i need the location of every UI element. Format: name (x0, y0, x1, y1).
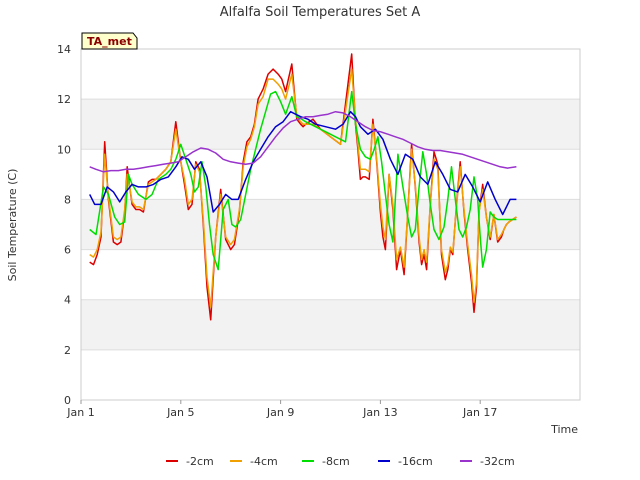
legend-label--32cm: -32cm (480, 455, 515, 468)
ta-met-tag-label: TA_met (87, 35, 132, 48)
legend-label--4cm: -4cm (250, 455, 278, 468)
grid-band (81, 299, 580, 350)
x-tick-label: Jan 9 (266, 406, 294, 419)
plot-area (80, 48, 581, 401)
ta-met-tag: TA_met (81, 32, 138, 50)
legend-label--2cm: -2cm (186, 455, 214, 468)
y-tick-label: 0 (64, 394, 71, 407)
grid-band (81, 99, 580, 150)
y-tick-label: 12 (57, 93, 71, 106)
x-tick-label: Jan 13 (362, 406, 397, 419)
series-layer (89, 53, 517, 321)
ta-met-tag-box (81, 32, 138, 50)
series-line--8cm (89, 90, 517, 271)
x-tick-label: Jan 1 (66, 406, 94, 419)
series-line--16cm (89, 110, 517, 216)
series-line--32cm (89, 110, 517, 173)
y-tick-label: 10 (57, 143, 71, 156)
plot-border (80, 48, 581, 401)
y-tick-label: 6 (64, 244, 71, 257)
legend: -2cm -4cm -8cm -16cm -32cm (166, 455, 515, 468)
legend-label--8cm: -8cm (322, 455, 350, 468)
y-tick-label: 14 (57, 43, 71, 56)
legend-label--16cm: -16cm (398, 455, 433, 468)
x-axis-label: Time (550, 423, 578, 436)
y-tick-label: 8 (64, 193, 71, 206)
y-axis-label: Soil Temperature (C) (6, 169, 19, 282)
axes-layer: 0 2 4 6 8 10 12 14 Jan 1 Jan 5 Jan 9 Jan 13 Jan 17 (57, 43, 497, 419)
grid-band (81, 199, 580, 250)
x-tick-label: Jan 5 (166, 406, 194, 419)
chart-title: Alfalfa Soil Temperatures Set A (220, 5, 421, 20)
y-tick-label: 2 (64, 344, 71, 357)
x-tick-label: Jan 17 (462, 406, 497, 419)
y-tick-label: 4 (64, 294, 71, 307)
